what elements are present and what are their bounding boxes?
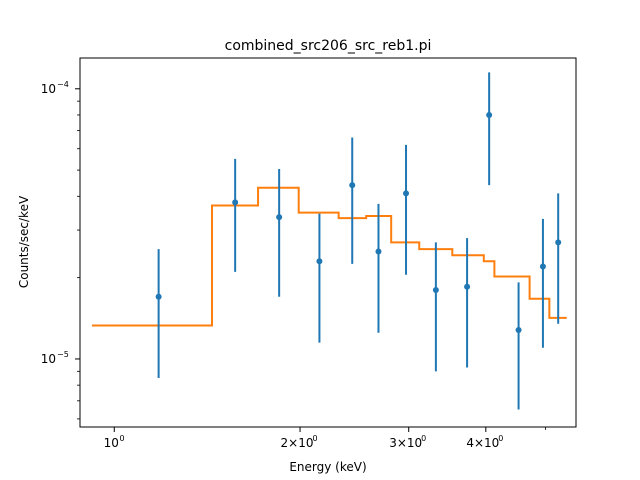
y-tick-exponent: −4 xyxy=(57,80,69,89)
x-axis-label: Energy (keV) xyxy=(289,460,366,474)
x-tick-label: 4×10 xyxy=(466,436,499,450)
data-point xyxy=(155,293,162,300)
y-tick-label: 10 xyxy=(41,352,56,366)
data-point xyxy=(316,258,323,265)
y-tick-label: 10 xyxy=(41,82,56,96)
data-point xyxy=(515,326,522,333)
x-tick-label: 2×10 xyxy=(281,436,314,450)
data-point xyxy=(232,199,239,206)
data-point xyxy=(486,111,493,118)
x-tick-exponent: 0 xyxy=(498,434,503,443)
y-axis-label: Counts/sec/keV xyxy=(17,195,31,288)
data-points-layer xyxy=(155,72,562,410)
x-tick-label: 3×10 xyxy=(389,436,422,450)
model-step-line xyxy=(91,186,567,327)
data-point xyxy=(432,286,439,293)
y-tick-exponent: −5 xyxy=(57,350,69,359)
data-point xyxy=(349,182,356,189)
data-point xyxy=(403,190,410,197)
data-point xyxy=(464,283,471,290)
data-point xyxy=(276,214,283,221)
x-tick-exponent: 0 xyxy=(421,434,426,443)
data-point xyxy=(539,263,546,270)
data-point xyxy=(555,239,562,246)
y-ticks-layer: 10−510−4 xyxy=(41,80,80,420)
data-point xyxy=(375,248,382,255)
plot-frame xyxy=(79,57,577,428)
x-tick-label: 10 xyxy=(104,436,119,450)
x-tick-exponent: 0 xyxy=(119,434,124,443)
chart-title: combined_src206_src_reb1.pi xyxy=(225,38,432,54)
x-ticks-layer: 10 0 2×100 3×100 4×100 xyxy=(104,427,547,450)
model-step-layer xyxy=(91,186,567,327)
x-tick-exponent: 0 xyxy=(312,434,317,443)
